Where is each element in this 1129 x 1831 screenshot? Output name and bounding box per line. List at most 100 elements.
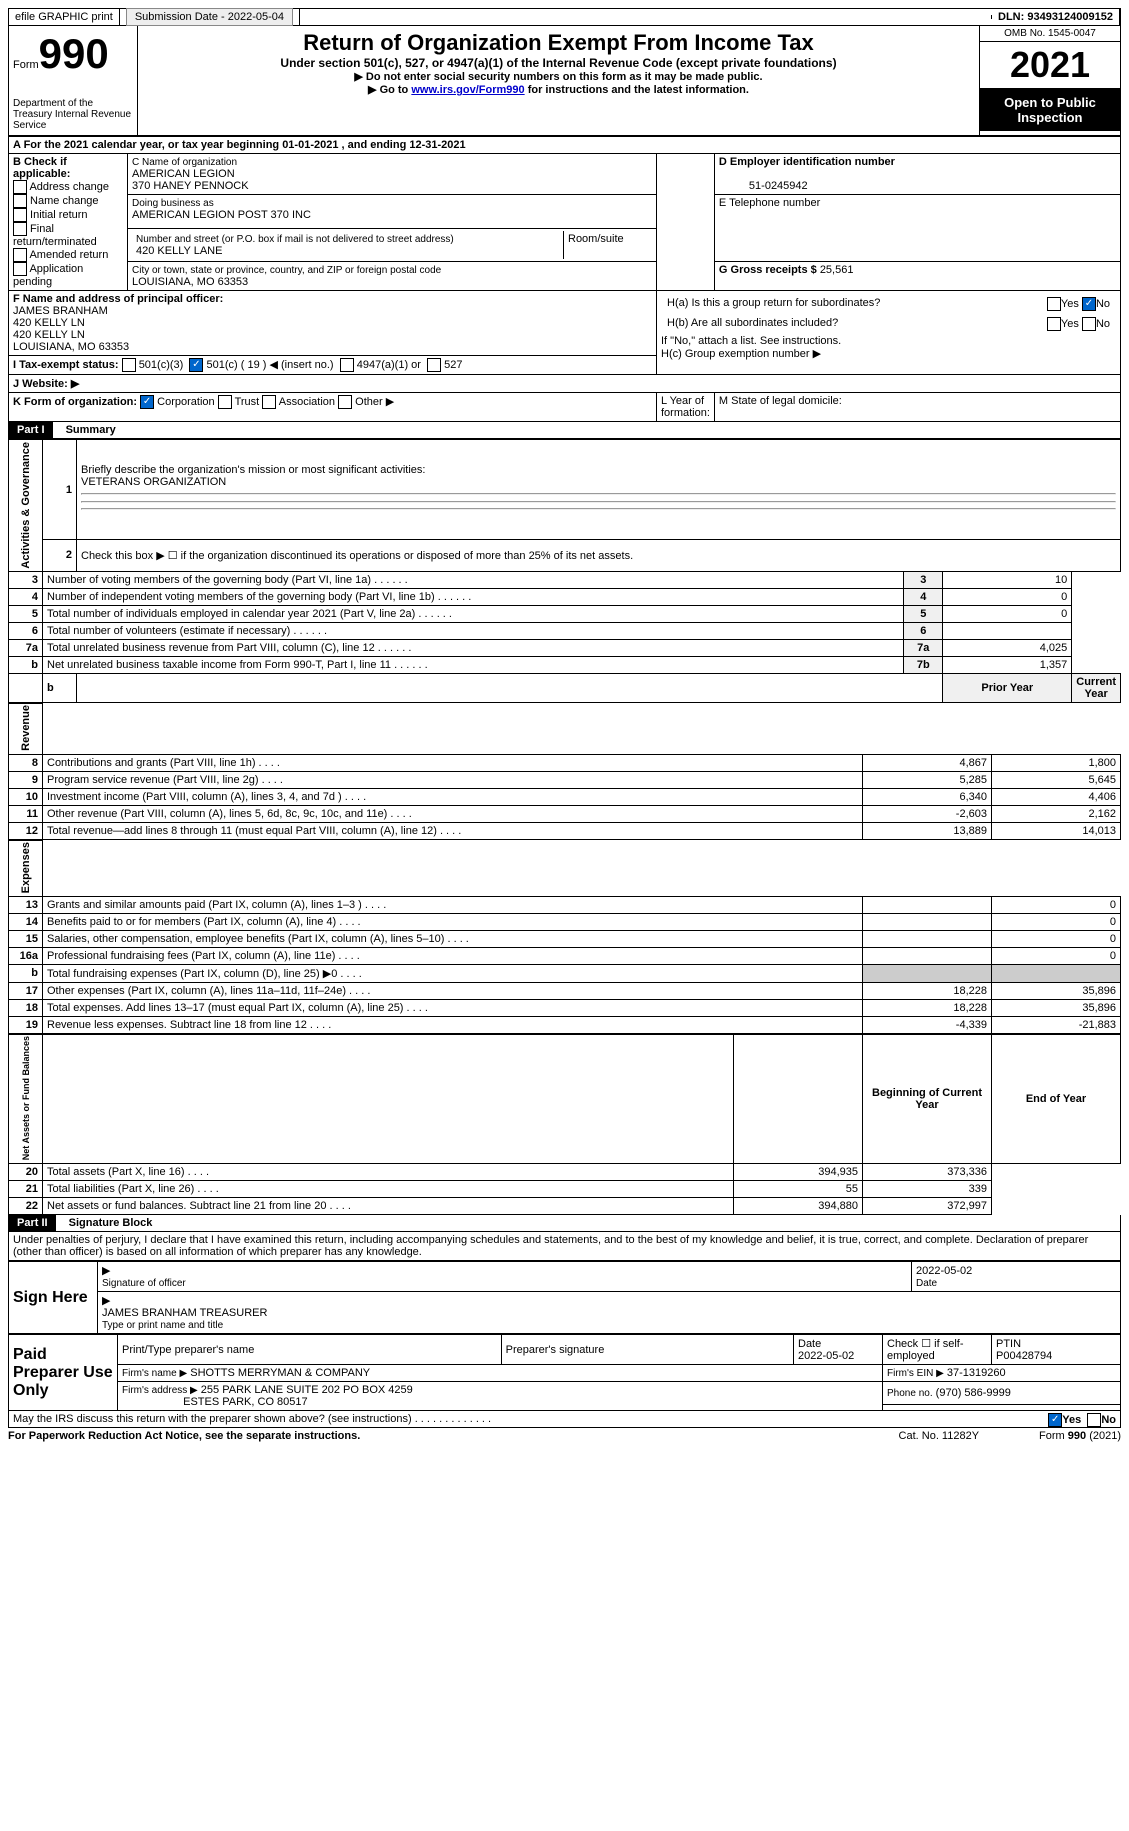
print-name-label: Print/Type preparer's name (118, 1335, 502, 1365)
tax-year: 2021 (980, 42, 1120, 89)
checkbox[interactable] (13, 208, 27, 222)
type-name-label: Type or print name and title (102, 1320, 223, 1331)
ha-label: H(a) Is this a group return for subordin… (663, 295, 1003, 313)
form-footer: 990 (1068, 1430, 1086, 1442)
officer-l2: 420 KELLY LN (13, 329, 85, 341)
hc-label: H(c) Group exemption number ▶ (661, 347, 1116, 360)
prior-header: Prior Year (943, 673, 1072, 702)
discuss-no[interactable] (1087, 1413, 1101, 1427)
note2-post: for instructions and the latest informat… (525, 84, 749, 96)
ptin-value: P00428794 (996, 1350, 1052, 1362)
c-label: C Name of organization (132, 157, 237, 168)
signature-block: Sign Here ▶Signature of officer 2022-05-… (8, 1261, 1121, 1334)
efile-label: efile GRAPHIC print (9, 9, 120, 25)
end-header: End of Year (992, 1034, 1121, 1163)
l-label: L Year of formation: (657, 393, 715, 422)
instructions-link[interactable]: www.irs.gov/Form990 (411, 84, 524, 96)
form-header: Form990 Department of the Treasury Inter… (8, 26, 1121, 136)
paid-preparer-label: Paid Preparer Use Only (9, 1335, 118, 1411)
date-label: Date (916, 1278, 937, 1289)
k-label: K Form of organization: (13, 396, 137, 408)
self-employed: Check ☐ if self-employed (883, 1335, 992, 1365)
officer-name: JAMES BRANHAM (13, 305, 108, 317)
form-number: 990 (39, 30, 109, 77)
dept-label: Department of the Treasury Internal Reve… (13, 98, 133, 131)
prep-sig-label: Preparer's signature (501, 1335, 793, 1365)
sig-officer-label: Signature of officer (102, 1278, 186, 1289)
checkbox[interactable] (13, 248, 27, 262)
side-governance: Activities & Governance (9, 440, 43, 572)
hb-yes[interactable] (1047, 317, 1061, 331)
d-label: D Employer identification number (719, 156, 895, 168)
org-name1: AMERICAN LEGION (132, 168, 235, 180)
checkbox[interactable] (13, 194, 27, 208)
sign-here-label: Sign Here (9, 1262, 98, 1334)
i-501c[interactable]: ✓ (189, 358, 203, 372)
i-501c3[interactable] (122, 358, 136, 372)
k-assoc[interactable] (262, 395, 276, 409)
top-bar: efile GRAPHIC print Submission Date - 20… (8, 8, 1121, 26)
officer-l1: 420 KELLY LN (13, 317, 85, 329)
line-a: A For the 2021 calendar year, or tax yea… (9, 137, 1121, 154)
dba-label: Doing business as (132, 198, 214, 209)
f-label: F Name and address of principal officer: (13, 293, 223, 305)
g-label: G Gross receipts $ (719, 264, 820, 276)
k-corp[interactable]: ✓ (140, 395, 154, 409)
submission-button[interactable]: Submission Date - 2022-05-04 (126, 8, 293, 26)
part1-badge: Part I (9, 422, 53, 438)
part2-heading: Signature Block (59, 1217, 153, 1229)
dln-label: DLN: 93493124009152 (992, 9, 1120, 25)
hb-label: H(b) Are all subordinates included? (663, 315, 1003, 333)
begin-header: Beginning of Current Year (863, 1034, 992, 1163)
entity-block: A For the 2021 calendar year, or tax yea… (8, 136, 1121, 422)
discuss-yes[interactable]: ✓ (1048, 1413, 1062, 1427)
checkbox[interactable] (13, 262, 27, 276)
declaration: Under penalties of perjury, I declare th… (8, 1232, 1121, 1261)
firm-addr1: 255 PARK LANE SUITE 202 PO BOX 4259 (201, 1384, 413, 1396)
firm-name: SHOTTS MERRYMAN & COMPANY (190, 1367, 370, 1379)
sig-date: 2022-05-02 (916, 1265, 972, 1277)
firm-phone: (970) 586-9999 (936, 1387, 1011, 1399)
hb-no[interactable] (1082, 317, 1096, 331)
firm-addr2: ESTES PARK, CO 80517 (183, 1396, 308, 1408)
firm-ein: 37-1319260 (947, 1367, 1006, 1379)
l2-text: Check this box ▶ ☐ if the organization d… (77, 540, 1121, 572)
e-label: E Telephone number (719, 197, 820, 209)
form-subtitle: Under section 501(c), 527, or 4947(a)(1)… (142, 56, 975, 70)
note1: ▶ Do not enter social security numbers o… (142, 70, 975, 83)
street-value: 420 KELLY LANE (136, 245, 222, 257)
i-label: I Tax-exempt status: (13, 359, 119, 371)
i-527[interactable] (427, 358, 441, 372)
note2-pre: ▶ Go to (368, 84, 411, 96)
cat-no: Cat. No. 11282Y (899, 1430, 980, 1442)
checkbox[interactable] (13, 180, 27, 194)
pra-notice: For Paperwork Reduction Act Notice, see … (8, 1430, 360, 1442)
h-note: If "No," attach a list. See instructions… (661, 335, 1116, 347)
org-name2: 370 HANEY PENNOCK (132, 180, 249, 192)
city-label: City or town, state or province, country… (132, 265, 441, 276)
part1-heading: Summary (56, 424, 116, 436)
m-label: M State of legal domicile: (714, 393, 1120, 422)
mission-text: VETERANS ORGANIZATION (81, 476, 226, 488)
l1-text: Briefly describe the organization's miss… (81, 464, 425, 476)
current-header: Current Year (1072, 673, 1121, 702)
j-label: J Website: ▶ (13, 378, 79, 390)
ha-yes[interactable] (1047, 297, 1061, 311)
i-4947[interactable] (340, 358, 354, 372)
block-b-label: B Check if applicable: (13, 156, 70, 180)
room-label: Room/suite (564, 231, 653, 259)
side-expenses: Expenses (9, 840, 43, 896)
form-word: Form (13, 59, 39, 71)
k-other[interactable] (338, 395, 352, 409)
officer-printed: JAMES BRANHAM TREASURER (102, 1307, 267, 1319)
k-trust[interactable] (218, 395, 232, 409)
part2-badge: Part II (9, 1215, 56, 1231)
side-netassets: Net Assets or Fund Balances (9, 1034, 43, 1163)
dba-value: AMERICAN LEGION POST 370 INC (132, 209, 311, 221)
ha-no[interactable]: ✓ (1082, 297, 1096, 311)
g-value: 25,561 (820, 264, 854, 276)
inspection-label: Open to Public Inspection (980, 89, 1120, 131)
street-label: Number and street (or P.O. box if mail i… (136, 234, 454, 245)
omb-label: OMB No. 1545-0047 (980, 26, 1120, 42)
checkbox[interactable] (13, 222, 27, 236)
